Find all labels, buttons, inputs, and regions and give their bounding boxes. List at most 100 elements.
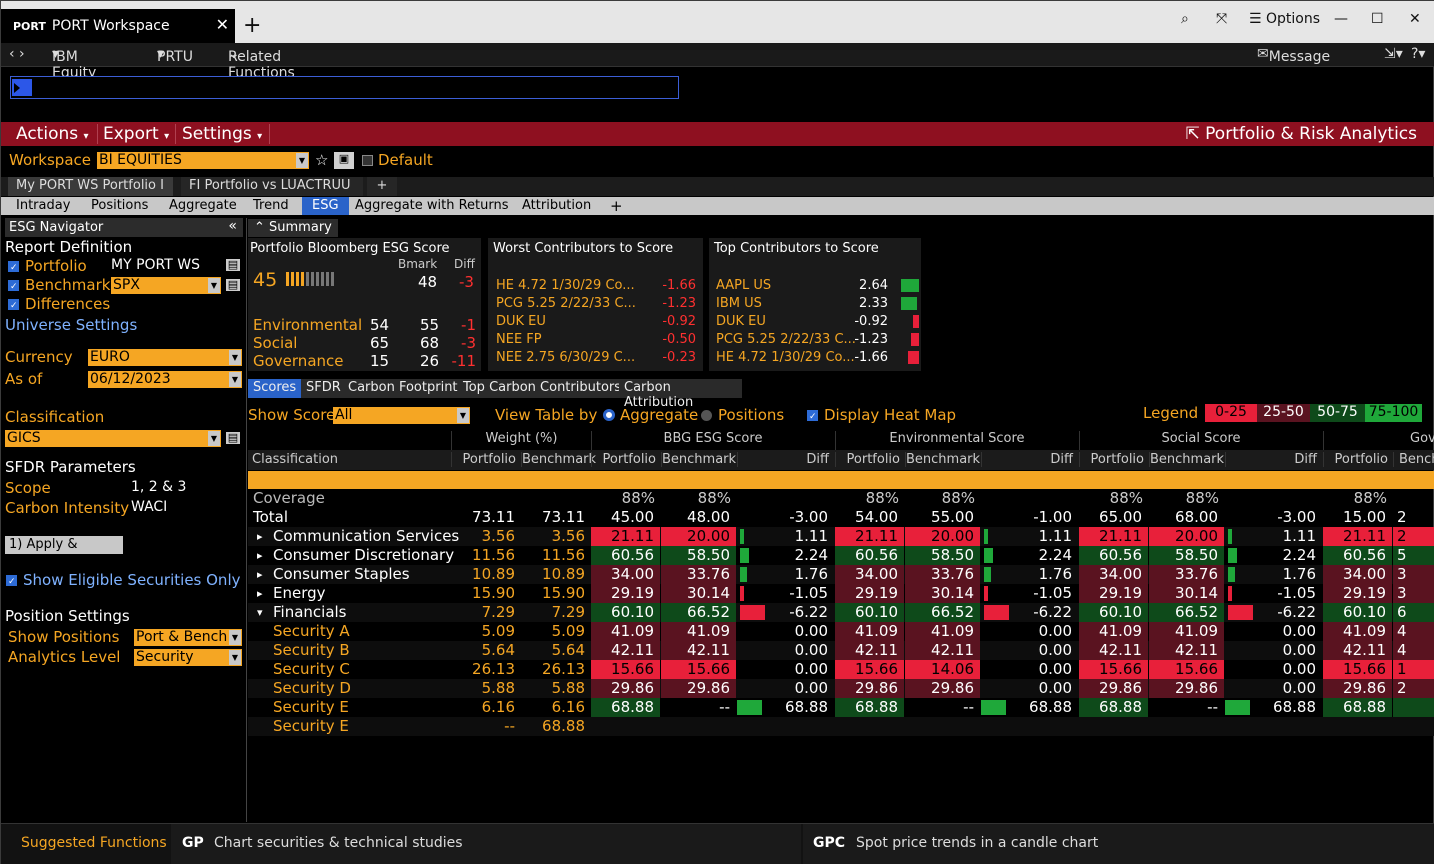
currency-select[interactable]: EURO ▼ (88, 349, 242, 366)
ws-tab-1[interactable]: My PORT WS Portfolio I (8, 177, 173, 196)
column-header-diff[interactable]: Diff (1225, 452, 1322, 467)
search-icon[interactable]: ⌕ (1181, 11, 1189, 27)
column-header-diff[interactable]: Diff (737, 452, 834, 467)
table-row[interactable]: Security B 5.64 5.64 42.11 42.11 0.00 42.11 42.… (248, 641, 1434, 660)
top-name[interactable]: DUK EU (716, 314, 766, 329)
command-line-input[interactable] (10, 76, 679, 99)
universe-settings-link[interactable]: Universe Settings (5, 316, 138, 334)
tab-carbon-footprint[interactable]: Carbon Footprint (343, 379, 464, 398)
function-selector[interactable]: PRTU ▾ (157, 46, 193, 65)
options-menu[interactable]: ☰ Options (1249, 11, 1321, 27)
add-tab-icon[interactable]: + (610, 197, 623, 215)
summary-toggle[interactable]: ⌃ Summary (248, 219, 338, 237)
expand-icon[interactable]: ▸ (257, 587, 263, 600)
column-header-benchmark[interactable]: Benchmark (521, 452, 597, 467)
positions-radio[interactable] (701, 410, 712, 421)
message-button[interactable]: ✉ Message (1257, 46, 1331, 65)
fullscreen-icon[interactable]: ⤧ (1216, 11, 1228, 27)
aggregate-radio[interactable] (603, 409, 615, 421)
workspace-select[interactable]: BI EQUITIES ▼ (97, 152, 309, 169)
table-row[interactable]: Security E 6.16 6.16 68.88 -- 68.88 68.88 -- 68.… (248, 698, 1434, 717)
favorite-star-icon[interactable]: ☆ (315, 151, 329, 169)
save-icon[interactable]: ▣ (334, 152, 354, 169)
tab-trend[interactable]: Trend (253, 198, 289, 213)
default-checkbox[interactable] (362, 155, 373, 166)
tab-attribution[interactable]: Attribution (522, 198, 592, 213)
suggestion-gp[interactable]: GP Chart securities & technical studies (171, 824, 801, 864)
worst-name[interactable]: HE 4.72 1/30/29 Co... (496, 278, 635, 293)
ws-tab-2[interactable]: FI Portfolio vs LUACTRUU (181, 177, 363, 196)
add-ws-tab-icon[interactable]: + (367, 177, 397, 196)
worst-name[interactable]: NEE 2.75 6/30/29 C... (496, 350, 636, 365)
table-row[interactable]: Total 73.11 73.11 45.00 48.00 -3.00 54.00 55.00… (248, 508, 1434, 527)
expand-icon[interactable]: ▸ (257, 530, 263, 543)
scope-value[interactable]: 1, 2 & 3 (131, 479, 187, 495)
top-name[interactable]: AAPL US (716, 278, 772, 293)
tab-aggregate-returns[interactable]: Aggregate with Returns (355, 198, 509, 213)
column-header-portfolio[interactable]: Portfolio (591, 452, 661, 467)
folder-icon[interactable]: ▤ (226, 431, 240, 444)
minimize-icon[interactable]: — (1334, 11, 1348, 27)
classification-header[interactable]: Classification (252, 452, 339, 467)
table-row[interactable]: Security A 5.09 5.09 41.09 41.09 0.00 41.09 41.… (248, 622, 1434, 641)
close-tab-icon[interactable]: ✕ (215, 15, 229, 34)
filter-row[interactable] (248, 471, 1434, 489)
column-header-portfolio[interactable]: Portfolio (835, 452, 905, 467)
related-functions-menu[interactable]: Related Functions Menu ⌄ (228, 46, 295, 97)
column-header-bench-short[interactable]: Bench (1393, 452, 1434, 467)
top-name[interactable]: PCG 5.25 2/22/33 C... (716, 332, 856, 347)
folder-icon[interactable]: ▤ (226, 258, 240, 271)
export-menu[interactable]: Export ▾ (103, 124, 170, 144)
tab-esg[interactable]: ESG (302, 197, 349, 215)
differences-checkbox[interactable] (8, 299, 19, 310)
benchmark-checkbox[interactable] (8, 280, 19, 291)
analytics-level-select[interactable]: Security ▼ (134, 649, 242, 666)
expand-icon[interactable]: ▸ (257, 568, 263, 581)
tab-top-carbon[interactable]: Top Carbon Contributors (458, 379, 628, 398)
tab-sfdr[interactable]: SFDR (301, 379, 347, 398)
column-header-diff[interactable]: Diff (981, 452, 1078, 467)
worst-name[interactable]: DUK EU (496, 314, 546, 329)
column-header-portfolio[interactable]: Portfolio (451, 452, 521, 467)
top-name[interactable]: HE 4.72 1/30/29 Co... (716, 350, 855, 365)
table-row[interactable]: ▸ Consumer Staples 10.89 10.89 34.00 33.76 1.7… (248, 565, 1434, 584)
worst-name[interactable]: PCG 5.25 2/22/33 C... (496, 296, 636, 311)
worst-name[interactable]: NEE FP (496, 332, 542, 347)
classification-select[interactable]: GICS ▼ (5, 430, 221, 447)
tab-intraday[interactable]: Intraday (16, 198, 71, 213)
expand-icon[interactable]: ▾ (257, 606, 263, 619)
table-row[interactable]: Security D 5.88 5.88 29.86 29.86 0.00 29.86 29.… (248, 679, 1434, 698)
security-selector[interactable]: IBM Equity ▾ (52, 46, 97, 81)
carbon-intensity-value[interactable]: WACI (131, 499, 168, 515)
new-tab-plus-icon[interactable]: + (243, 13, 262, 38)
tab-positions[interactable]: Positions (91, 198, 149, 213)
apply-reload-button[interactable]: 1) Apply & Reload (5, 536, 123, 570)
tab-scores[interactable]: Scores (248, 379, 303, 398)
show-score-select[interactable]: All ▼ (333, 407, 470, 424)
close-window-icon[interactable]: ✕ (1409, 11, 1421, 27)
column-header-portfolio[interactable]: Portfolio (1323, 452, 1393, 467)
actions-menu[interactable]: Actions ▾ (16, 124, 89, 144)
folder-icon[interactable]: ▤ (226, 278, 240, 291)
table-row[interactable]: ▸ Energy 15.90 15.90 29.19 30.14 -1.05 29.19 30.… (248, 584, 1434, 603)
help-icon[interactable]: ?▾ (1411, 46, 1426, 62)
table-row[interactable]: Security E -- 68.88 (248, 717, 1434, 736)
column-header-benchmark[interactable]: Benchmark (1149, 452, 1225, 467)
top-name[interactable]: IBM US (716, 296, 762, 311)
collapse-icon[interactable]: « (228, 218, 237, 234)
table-row[interactable]: Security C 26.13 26.13 15.66 15.66 0.00 15.66 1… (248, 660, 1434, 679)
suggestion-gpc[interactable]: GPC Spot price trends in a candle chart (803, 824, 1434, 864)
table-row[interactable]: ▸ Consumer Discretionary 11.56 11.56 60.56 58… (248, 546, 1434, 565)
eligible-checkbox[interactable] (6, 575, 17, 586)
column-header-portfolio[interactable]: Portfolio (1079, 452, 1149, 467)
benchmark-select[interactable]: SPX ▼ (111, 277, 221, 294)
tab-carbon-attribution[interactable]: Carbon Attribution (619, 379, 743, 410)
app-title[interactable]: ⇱ Portfolio & Risk Analytics (1185, 124, 1418, 144)
portfolio-checkbox[interactable] (8, 261, 19, 272)
asof-date-field[interactable]: 06/12/2023 ▼ (88, 371, 242, 388)
heatmap-checkbox[interactable] (807, 410, 818, 421)
tab-aggregate[interactable]: Aggregate (169, 198, 237, 213)
workspace-tab[interactable]: PORT PORT Workspace ✕ (1, 9, 235, 43)
table-row[interactable]: ▾ Financials 7.29 7.29 60.10 66.52 -6.22 60.10 6… (248, 603, 1434, 622)
column-header-benchmark[interactable]: Benchmark (661, 452, 737, 467)
